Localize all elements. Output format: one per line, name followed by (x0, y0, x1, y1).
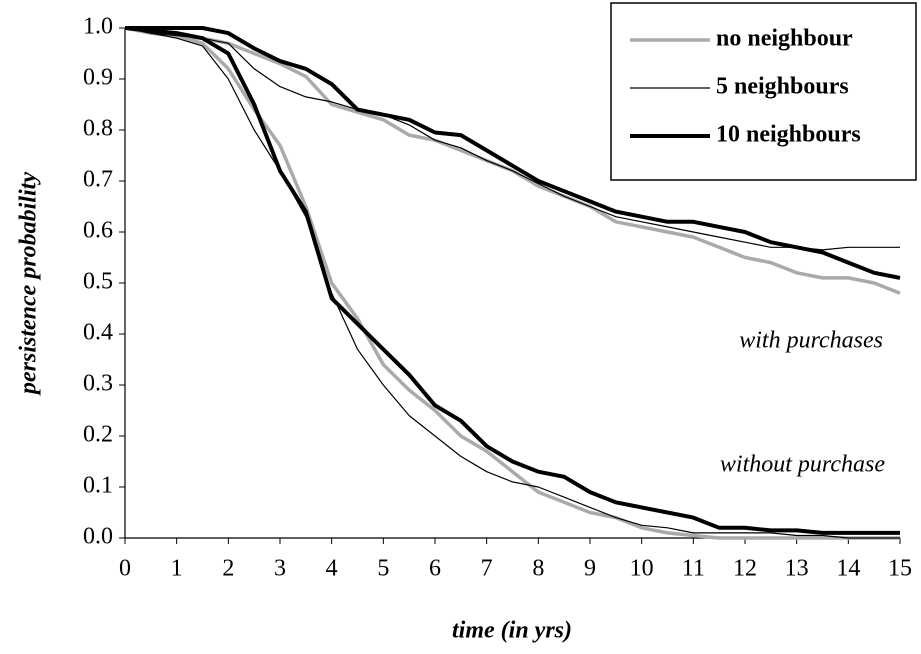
x-tick-label: 11 (682, 556, 705, 582)
y-tick-label: 0.4 (83, 320, 113, 346)
x-tick-label: 7 (481, 556, 493, 582)
y-tick-label: 0.7 (83, 167, 113, 193)
series-line (125, 26, 901, 280)
series-line (124, 27, 900, 251)
x-tick-label: 4 (326, 556, 338, 582)
legend-label: 5 neighbours (716, 74, 849, 100)
y-axis-label: persistence probability (16, 172, 42, 396)
series-line (124, 26, 900, 535)
annotation: without purchase (720, 452, 885, 478)
x-tick-label: 1 (171, 556, 183, 582)
x-tick-label: 8 (532, 556, 544, 582)
y-tick-label: 0.5 (83, 269, 113, 295)
legend-box (610, 2, 917, 181)
y-tick-label: 0.2 (83, 422, 113, 448)
x-tick-label: 2 (222, 556, 234, 582)
y-tick-label: 0.3 (83, 371, 113, 397)
y-tick-label: 0.8 (83, 116, 113, 142)
x-tick-label: 0 (119, 556, 131, 582)
x-tick-label: 9 (584, 556, 596, 582)
annotation: with purchases (739, 328, 883, 354)
x-tick-label: 10 (630, 556, 654, 582)
x-tick-label: 13 (785, 556, 809, 582)
y-tick-label: 0.6 (83, 218, 113, 244)
x-tick-label: 6 (429, 556, 441, 582)
series-line (124, 27, 900, 539)
x-tick-label: 14 (836, 556, 860, 582)
x-tick-label: 12 (733, 556, 757, 582)
x-tick-label: 3 (274, 556, 286, 582)
y-tick-label: 0.1 (83, 473, 113, 499)
y-tick-label: 1.0 (83, 14, 113, 40)
y-tick-label: 0.0 (83, 524, 113, 550)
y-tick-label: 0.9 (83, 65, 113, 91)
legend-label: 10 neighbours (716, 122, 861, 148)
x-tick-label: 5 (377, 556, 389, 582)
legend-label: no neighbour (716, 26, 853, 52)
x-axis-label: time (in yrs) (452, 618, 572, 644)
x-tick-label: 15 (888, 556, 912, 582)
